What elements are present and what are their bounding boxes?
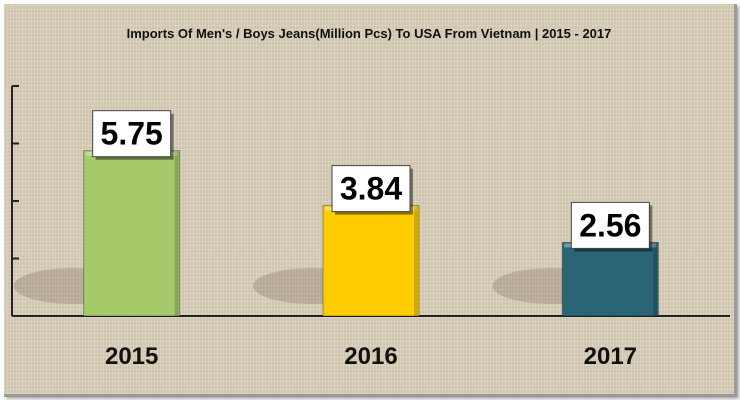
bar-edge <box>174 151 179 316</box>
value-label: 3.84 <box>340 171 402 207</box>
bar-chart: 5.75 2015 3.84 2016 2.56 2017 <box>11 85 730 370</box>
x-tick-label: 2016 <box>344 343 397 370</box>
value-label: 2.56 <box>579 207 641 243</box>
value-label-box <box>570 201 650 249</box>
bar <box>322 205 420 317</box>
bar-edge <box>653 243 658 316</box>
bar <box>83 150 181 317</box>
x-tick-label: 2017 <box>584 343 637 370</box>
chart-area: Imports Of Men's / Boys Jeans(Million Pc… <box>4 4 737 397</box>
value-label-box <box>92 110 172 158</box>
value-label-box <box>331 165 411 213</box>
bar-edge <box>414 206 418 316</box>
x-tick-label: 2015 <box>105 343 158 370</box>
value-label: 5.75 <box>101 116 163 152</box>
bar <box>561 241 659 317</box>
chart-title: Imports Of Men's / Boys Jeans(Million Pc… <box>126 26 612 41</box>
